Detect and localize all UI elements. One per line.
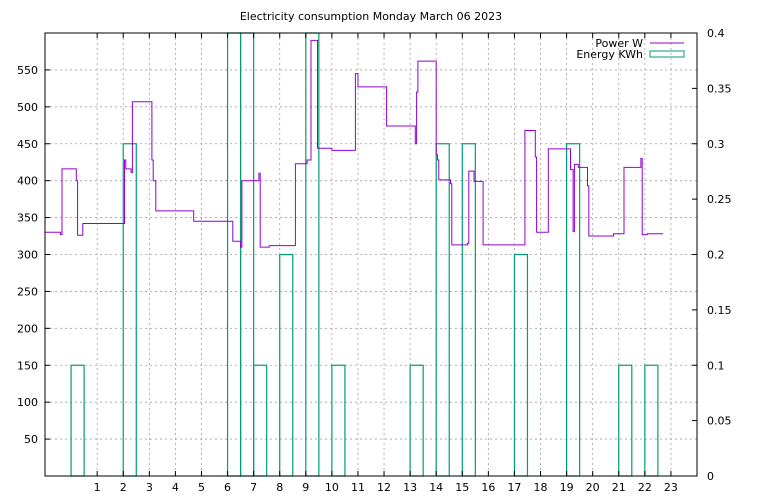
y-tick-label-right: 0.2: [707, 249, 725, 262]
power-series: [45, 39, 664, 248]
y-tick-label-right: 0: [707, 470, 714, 483]
y-tick-label-right: 0.25: [707, 193, 732, 206]
x-tick-label: 3: [146, 481, 153, 494]
x-tick-label: 13: [403, 481, 417, 494]
x-tick-label: 7: [250, 481, 257, 494]
x-tick-label: 11: [351, 481, 365, 494]
y-tick-label-left: 350: [17, 212, 38, 225]
energy-bar: [435, 143, 450, 477]
legend-label-power: Power W: [595, 37, 643, 50]
x-tick-label: 6: [224, 481, 231, 494]
y-tick-label-right: 0.05: [707, 415, 732, 428]
y-tick-label-left: 150: [17, 359, 38, 372]
legend-label-energy: Energy KWh: [576, 48, 643, 61]
x-tick-label: 21: [612, 481, 626, 494]
energy-bar: [122, 143, 137, 477]
energy-bar: [618, 364, 633, 477]
x-tick-label: 2: [120, 481, 127, 494]
grid: [45, 33, 697, 476]
y-tick-label-right: 0.4: [707, 27, 725, 40]
legend-swatch-energy: [649, 50, 685, 58]
energy-bar: [331, 364, 346, 477]
x-tick-label: 18: [534, 481, 548, 494]
y-tick-label-right: 0.1: [707, 359, 725, 372]
y-tick-label-left: 550: [17, 64, 38, 77]
energy-bar: [226, 32, 242, 477]
y-tick-label-right: 0.3: [707, 138, 725, 151]
y-tick-label-left: 50: [24, 433, 38, 446]
x-tick-label: 23: [664, 481, 678, 494]
x-tick-label: 15: [455, 481, 469, 494]
power-line: [45, 39, 664, 248]
energy-bar: [409, 364, 424, 477]
energy-bar: [644, 364, 659, 477]
x-tick-label: 1: [94, 481, 101, 494]
x-tick-label: 12: [377, 481, 391, 494]
x-tick-label: 8: [276, 481, 283, 494]
axis-ticks: 1 2 3 4 5 6 7 8 9 10 11 12 13 14 15 16 17 18 19 20 21 22 23501…: [17, 27, 732, 494]
x-tick-label: 14: [429, 481, 443, 494]
y-tick-label-right: 0.15: [707, 304, 732, 317]
y-tick-label-right: 0.35: [707, 82, 732, 95]
y-tick-label-left: 400: [17, 175, 38, 188]
x-tick-label: 20: [586, 481, 600, 494]
x-tick-label: 22: [638, 481, 652, 494]
x-tick-label: 5: [198, 481, 205, 494]
chart-title: Electricity consumption Monday March 06 …: [240, 10, 502, 23]
energy-series: [70, 32, 659, 477]
legend: Power W Energy KWh: [576, 37, 685, 61]
x-tick-label: 10: [325, 481, 339, 494]
x-tick-label: 19: [560, 481, 574, 494]
y-tick-label-left: 250: [17, 285, 38, 298]
x-tick-label: 17: [507, 481, 521, 494]
y-tick-label-left: 300: [17, 249, 38, 262]
x-tick-label: 4: [172, 481, 179, 494]
y-tick-label-left: 200: [17, 322, 38, 335]
y-tick-label-left: 100: [17, 396, 38, 409]
energy-bar: [70, 364, 85, 477]
energy-bar: [253, 364, 268, 477]
x-tick-label: 16: [481, 481, 495, 494]
y-tick-label-left: 500: [17, 101, 38, 114]
y-tick-label-left: 450: [17, 138, 38, 151]
x-tick-label: 9: [302, 481, 309, 494]
